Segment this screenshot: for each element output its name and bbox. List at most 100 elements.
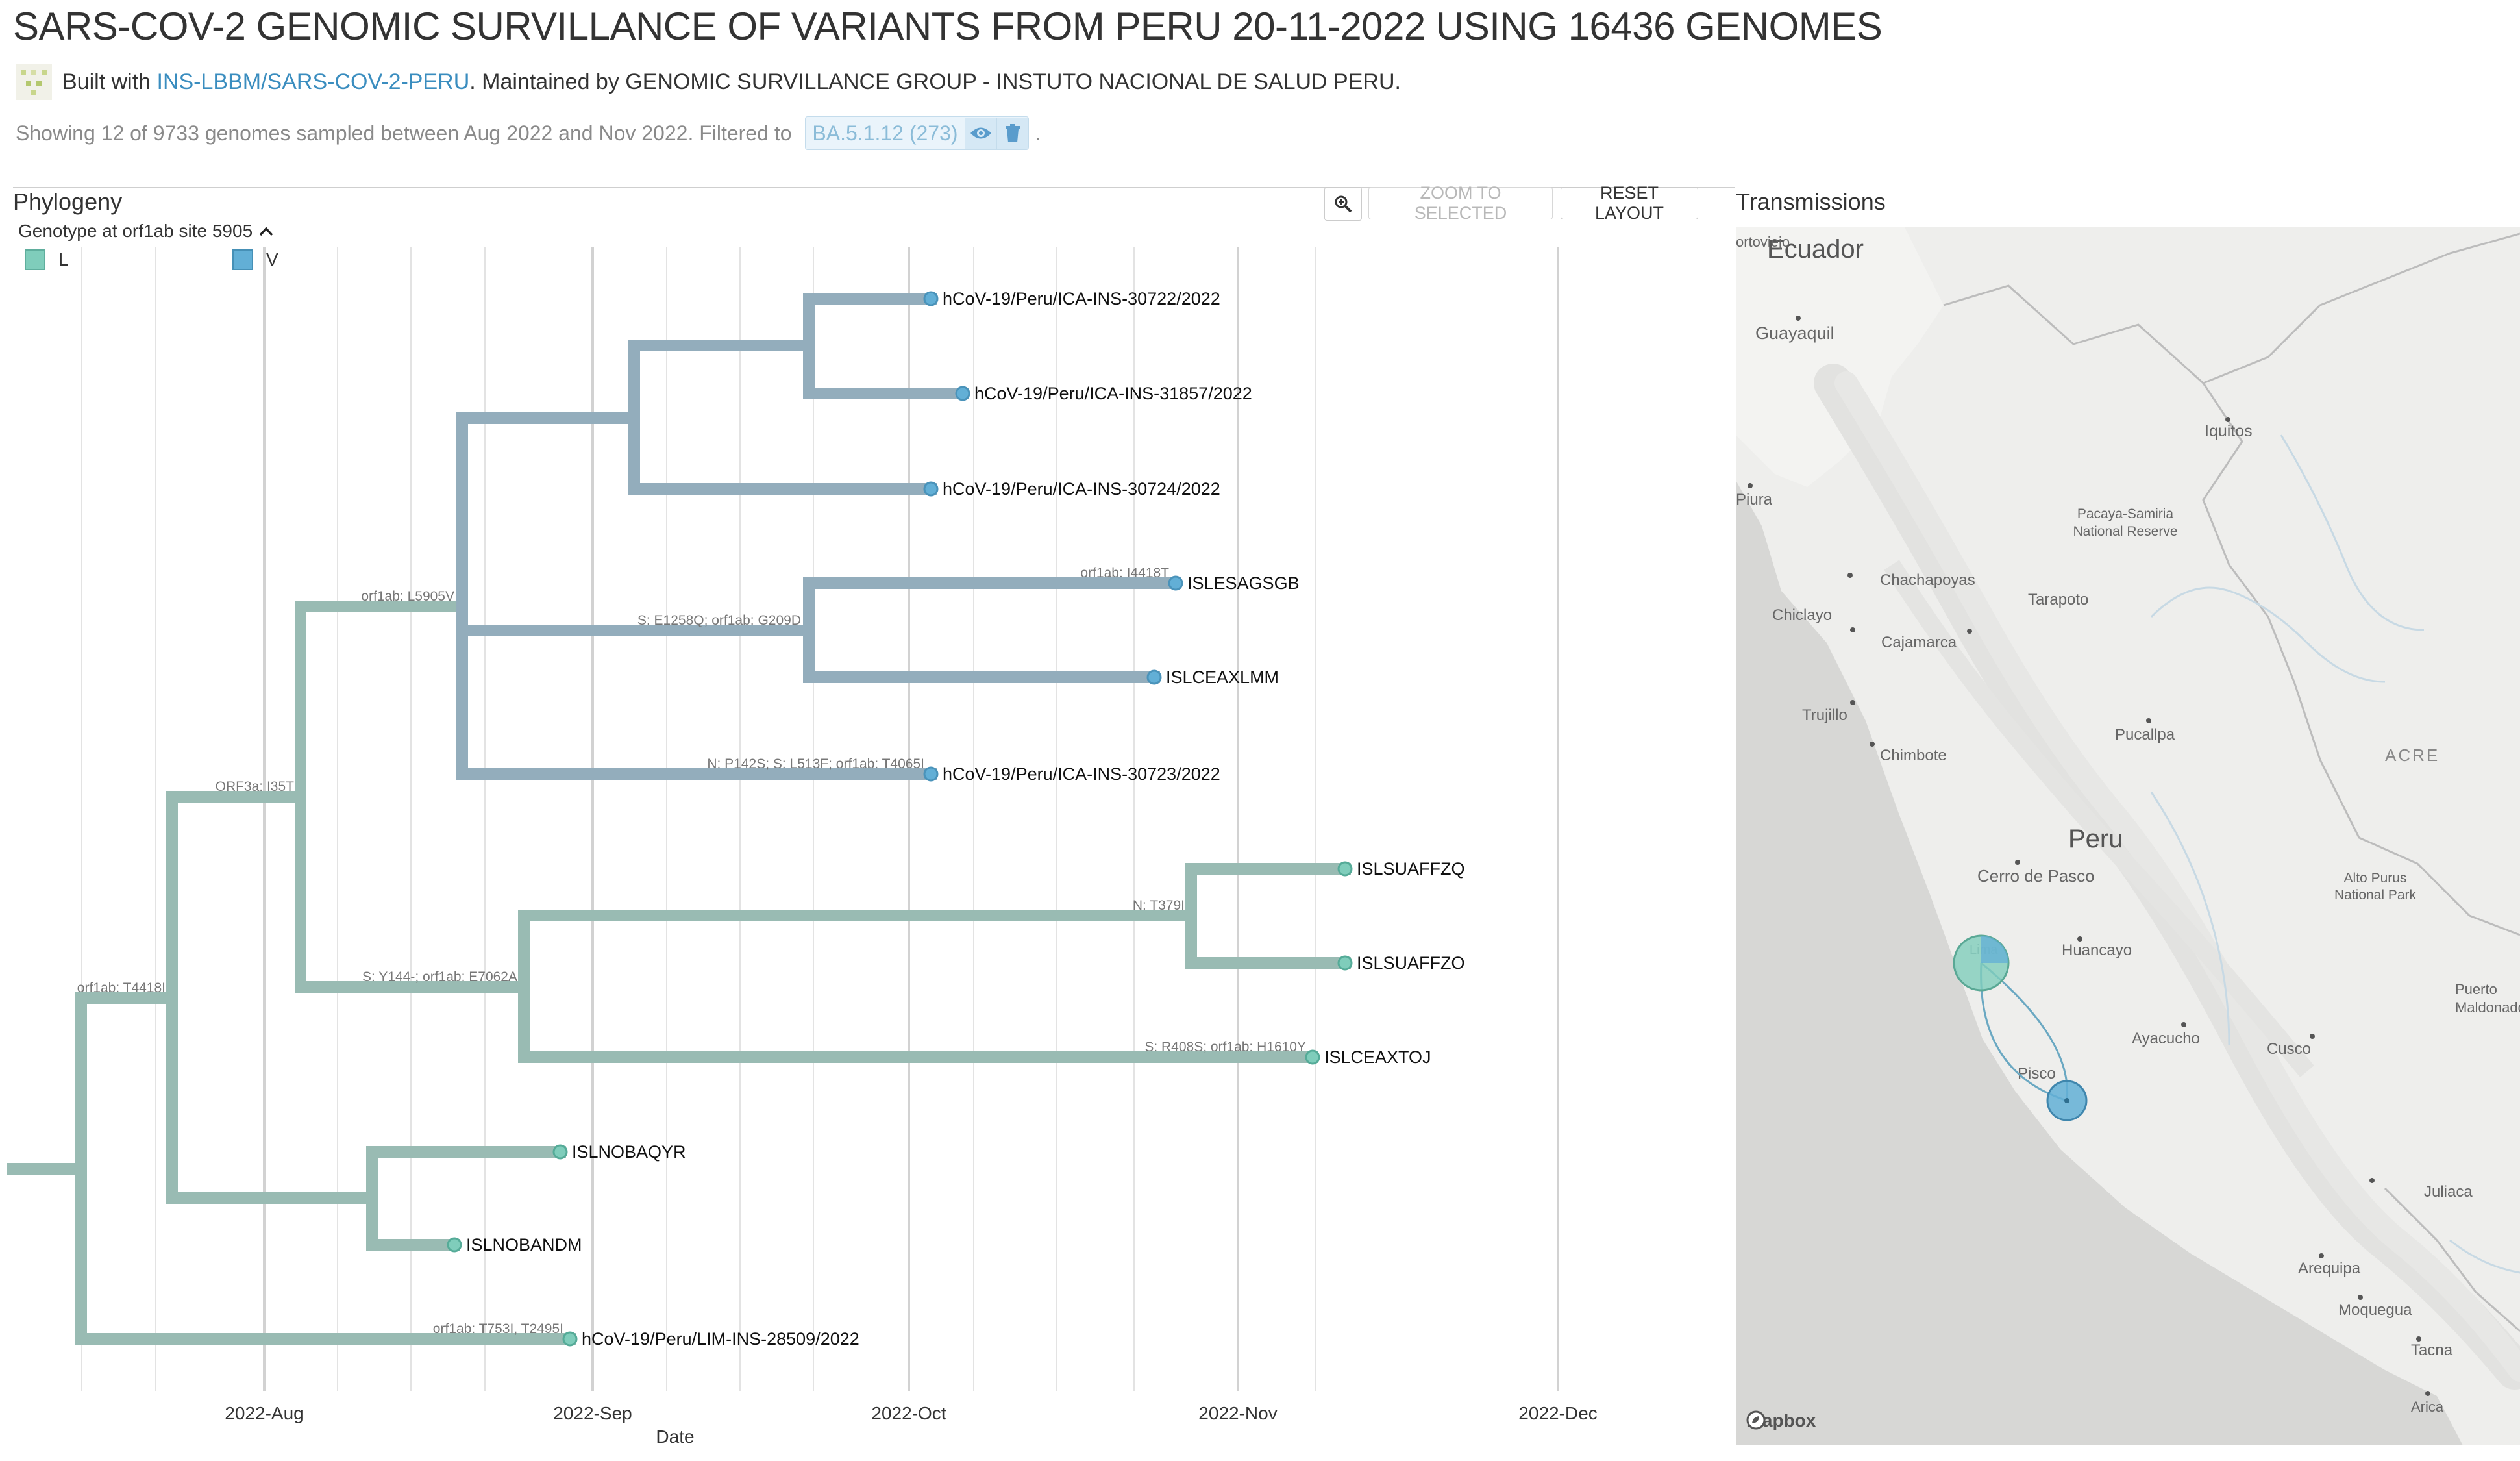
- tree-branches: [7, 293, 1351, 1345]
- branch-mutation-label: ORF3a: I35T: [216, 779, 295, 794]
- map-label-city: Arequipa: [2298, 1260, 2361, 1277]
- tip-label[interactable]: ISLNOBAQYR: [572, 1142, 686, 1162]
- tip-marker[interactable]: [923, 766, 939, 782]
- tip-label[interactable]: hCoV-19/Peru/ICA-INS-31857/2022: [974, 384, 1252, 403]
- legend-swatch-l: [25, 249, 45, 270]
- map-label-city: Piura: [1736, 491, 1773, 508]
- x-axis-label: Date: [656, 1427, 694, 1447]
- tip-label[interactable]: ISLSUAFFZQ: [1357, 859, 1465, 879]
- tip-labels: hCoV-19/Peru/ICA-INS-30722/2022 hCoV-19/…: [466, 289, 1465, 1349]
- byline: Built with INS-LBBM/SARS-COV-2-PERU . Ma…: [16, 62, 1401, 101]
- tip-label[interactable]: ISLCEAXLMM: [1166, 668, 1279, 687]
- tip-marker[interactable]: [923, 291, 939, 306]
- x-tick-label: 2022-Dec: [1518, 1403, 1597, 1423]
- tip-label[interactable]: hCoV-19/Peru/LIM-INS-28509/2022: [582, 1329, 859, 1349]
- nextstrain-logo-icon: [16, 64, 52, 100]
- map-label-city: Pisco: [2018, 1065, 2056, 1082]
- tip-marker[interactable]: [552, 1144, 568, 1160]
- chevron-up-icon: [259, 227, 273, 236]
- map-label-city: Chimbote: [1880, 747, 1947, 764]
- map-label-city: Huancayo: [2062, 942, 2132, 959]
- map-label-city: ortoviejo: [1736, 234, 1790, 250]
- tip-marker[interactable]: [1305, 1049, 1320, 1065]
- legend-item-v[interactable]: V: [232, 249, 278, 270]
- x-tick-label: 2022-Sep: [553, 1403, 632, 1423]
- trash-icon[interactable]: [996, 118, 1028, 149]
- tip-marker[interactable]: [955, 386, 970, 401]
- branch-mutation-label: orf1ab: T4418I: [77, 980, 166, 995]
- page-title: SARS-COV-2 GENOMIC SURVILLANCE OF VARIAN…: [13, 5, 1883, 48]
- branch-mutation-label: N: T379I: [1133, 898, 1185, 913]
- tip-label[interactable]: ISLESAGSGB: [1187, 573, 1300, 593]
- branch-mutation-label: S: E1258Q; orf1ab: G209D: [637, 613, 801, 628]
- zoom-icon-button[interactable]: [1324, 187, 1362, 221]
- built-with-text: Built with: [62, 69, 157, 94]
- tip-label[interactable]: hCoV-19/Peru/ICA-INS-30723/2022: [943, 764, 1220, 784]
- tip-marker[interactable]: [1337, 955, 1353, 971]
- transmission-map[interactable]: Ecuador Peru ACRE Guayaquil Iquitos Paca…: [1736, 227, 2520, 1445]
- branch-mutation-label: orf1ab: I4418T: [1080, 566, 1169, 581]
- map-label-city: Chiclayo: [1772, 606, 1833, 624]
- map-label-city: Trujillo: [1802, 706, 1847, 724]
- x-tick-label: 2022-Aug: [225, 1403, 303, 1423]
- maintained-by-text: . Maintained by GENOMIC SURVILLANCE GROU…: [469, 69, 1401, 94]
- map-label-city: Iquitos: [2205, 422, 2253, 440]
- map-label-city: Ayacucho: [2132, 1030, 2200, 1047]
- panel-divider: [13, 187, 1735, 188]
- reset-layout-button[interactable]: RESET LAYOUT: [1561, 183, 1698, 223]
- branch-mutation-label: N: P142S; S: L513F; orf1ab: T4065I: [707, 756, 924, 771]
- map-label-city: Cerro de Pasco: [1977, 866, 2095, 886]
- filter-badge[interactable]: BA.5.1.12 (273): [805, 116, 1029, 150]
- zoom-to-selected-button[interactable]: ZOOM TO SELECTED: [1368, 183, 1553, 223]
- mapbox-attribution[interactable]: mapbox: [1746, 1410, 1816, 1431]
- legend-label-l: L: [58, 249, 69, 269]
- mapbox-logo-icon: [1746, 1410, 1766, 1430]
- tip-marker[interactable]: [1168, 575, 1183, 591]
- built-with-link[interactable]: INS-LBBM/SARS-COV-2-PERU: [156, 69, 470, 94]
- phylogeny-panel-title: Phylogeny: [13, 188, 123, 215]
- x-tick-label: 2022-Nov: [1198, 1403, 1277, 1423]
- tip-marker[interactable]: [447, 1237, 462, 1253]
- map-label-city: Pucallpa: [2115, 726, 2175, 743]
- map-label-city: Chachapoyas: [1880, 571, 1975, 589]
- map-basemap: [1736, 227, 2520, 1445]
- tip-label[interactable]: ISLNOBANDM: [466, 1235, 582, 1255]
- x-tick-label: 2022-Oct: [871, 1403, 946, 1423]
- tip-label[interactable]: ISLSUAFFZO: [1357, 953, 1465, 973]
- map-label-city: Puerto Maldonado: [2455, 981, 2520, 1016]
- map-label-city: Tarapoto: [2028, 591, 2089, 608]
- tip-label[interactable]: hCoV-19/Peru/ICA-INS-30722/2022: [943, 289, 1220, 308]
- tip-marker[interactable]: [1146, 669, 1162, 685]
- map-label-city: Lima: [1970, 943, 1998, 957]
- legend-item-l[interactable]: L: [25, 249, 69, 270]
- map-label-region: ACRE: [2385, 745, 2440, 765]
- branch-mutation-label: S: Y144-; orf1ab: E7062A: [362, 969, 517, 984]
- filter-summary-end: .: [1035, 121, 1041, 145]
- tip-marker[interactable]: [562, 1331, 578, 1347]
- magnifier-icon: [1335, 195, 1352, 213]
- map-label-country: Peru: [2068, 825, 2123, 853]
- tip-label[interactable]: ISLCEAXTOJ: [1324, 1047, 1431, 1067]
- branch-mutation-label: orf1ab: L5905V: [361, 589, 454, 604]
- tip-marker[interactable]: [923, 481, 939, 497]
- filter-summary-text: Showing 12 of 9733 genomes sampled betwe…: [16, 121, 798, 145]
- eye-icon[interactable]: [964, 118, 996, 149]
- legend-swatch-v: [232, 249, 253, 270]
- map-label-city: Moquegua: [2338, 1301, 2412, 1319]
- map-label-country: Ecuador: [1767, 235, 1864, 264]
- map-label-city: Cusco: [2267, 1040, 2312, 1058]
- map-label-park: Alto Purus National Park: [2334, 871, 2417, 903]
- tip-label[interactable]: hCoV-19/Peru/ICA-INS-30724/2022: [943, 479, 1220, 499]
- x-axis: 2022-Aug 2022-Sep 2022-Oct 2022-Nov 2022…: [225, 1403, 1597, 1447]
- color-legend-toggle[interactable]: Genotype at orf1ab site 5905: [18, 221, 273, 242]
- tip-marker[interactable]: [1337, 861, 1353, 877]
- legend-label-v: V: [266, 249, 278, 269]
- filter-summary: Showing 12 of 9733 genomes sampled betwe…: [16, 116, 1041, 151]
- transmissions-panel-title: Transmissions: [1736, 188, 1886, 215]
- legend-title: Genotype at orf1ab site 5905: [18, 221, 253, 241]
- map-label-city: Tacna: [2411, 1342, 2453, 1359]
- phylogeny-tree: 2022-Aug 2022-Sep 2022-Oct 2022-Nov 2022…: [7, 247, 1598, 1447]
- mutation-labels: orf1ab: L5905V ORF3a: I35T orf1ab: T4418…: [77, 566, 1306, 1336]
- filter-badge-label: BA.5.1.12 (273): [812, 121, 958, 145]
- time-gridlines: [81, 247, 1316, 1391]
